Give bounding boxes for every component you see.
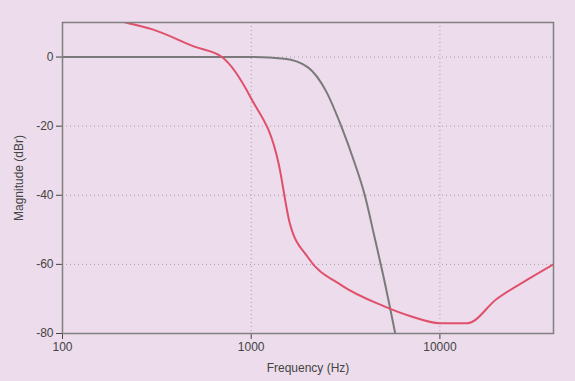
svg-text:-60: -60 [36, 257, 54, 271]
svg-text:-40: -40 [36, 188, 54, 202]
svg-text:0: 0 [47, 50, 54, 64]
svg-text:Frequency (Hz): Frequency (Hz) [267, 361, 350, 375]
svg-text:Magnitude (dBr): Magnitude (dBr) [12, 135, 26, 221]
svg-text:1000: 1000 [238, 340, 265, 354]
svg-text:100: 100 [52, 340, 72, 354]
svg-text:-80: -80 [36, 326, 54, 340]
svg-text:-20: -20 [36, 119, 54, 133]
svg-text:10000: 10000 [423, 340, 457, 354]
